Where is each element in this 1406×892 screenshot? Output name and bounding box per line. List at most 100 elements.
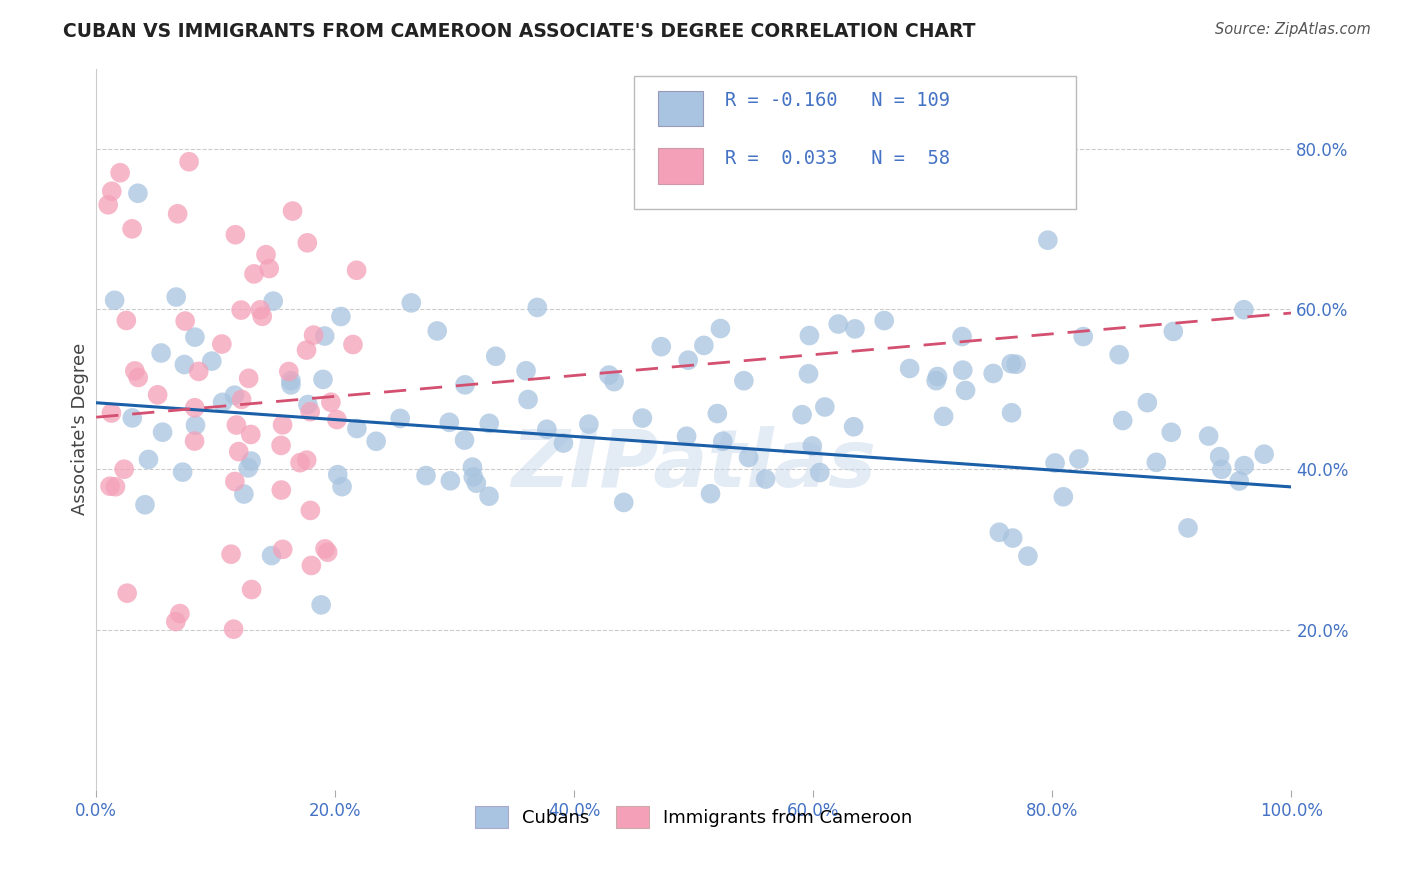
Point [121,222,143,236]
Point [150,346,173,360]
Point [1036,233,1059,247]
Point [1177,521,1199,535]
Point [650,340,672,354]
Point [453,433,475,447]
Point [844,322,866,336]
Point [613,495,636,509]
Point [755,472,778,486]
Point [426,324,449,338]
Point [281,204,304,219]
Point [224,388,246,402]
Point [187,364,209,378]
Point [454,377,477,392]
Point [1198,429,1220,443]
Point [166,207,188,221]
Point [173,358,195,372]
Point [243,267,266,281]
Point [239,427,262,442]
Point [121,410,143,425]
Point [1211,462,1233,476]
Point [280,374,302,388]
Point [1001,531,1024,545]
Point [1208,450,1230,464]
Point [201,354,224,368]
Point [280,378,302,392]
Point [177,154,200,169]
Point [165,615,187,629]
Point [401,296,423,310]
Point [238,371,260,385]
Point [465,476,488,491]
Point [225,417,247,432]
Point [183,434,205,448]
Point [463,470,485,484]
Point [228,444,250,458]
Point [927,369,949,384]
Point [329,310,352,324]
Point [1161,325,1184,339]
Point [675,429,697,443]
Point [127,186,149,201]
Point [299,503,322,517]
Point [302,328,325,343]
Point [222,622,245,636]
Point [733,374,755,388]
Point [254,248,277,262]
Point [631,411,654,425]
Point [231,392,253,407]
Point [827,317,849,331]
Point [224,475,246,489]
Point [814,400,837,414]
Point [389,411,412,425]
Point [842,419,865,434]
Point [1144,455,1167,469]
Point [898,361,921,376]
Point [124,364,146,378]
Point [1067,452,1090,467]
Point [240,582,263,597]
Point [115,313,138,327]
Point [104,293,127,308]
Point [257,261,280,276]
Point [950,329,973,343]
Point [536,422,558,436]
Point [709,321,731,335]
Point [988,525,1011,540]
Point [100,406,122,420]
FancyBboxPatch shape [634,76,1077,210]
Point [112,462,135,476]
Text: Source: ZipAtlas.com: Source: ZipAtlas.com [1215,22,1371,37]
Point [439,474,461,488]
Point [172,465,194,479]
Point [1017,549,1039,563]
Point [108,166,131,180]
Point [790,408,813,422]
Point [699,486,721,500]
Point [346,263,368,277]
Point [309,598,332,612]
Point [461,460,484,475]
Point [184,330,207,344]
Point [319,395,342,409]
Point [224,227,246,242]
Point [711,434,734,449]
Point [219,547,242,561]
Point [1005,357,1028,371]
Point [314,541,336,556]
Point [184,418,207,433]
Point [146,388,169,402]
Point [706,407,728,421]
Point [676,353,699,368]
Point [314,329,336,343]
Point [578,417,600,431]
Point [127,370,149,384]
Point [1052,490,1074,504]
Point [238,461,260,475]
Point [1112,413,1135,427]
Point [1160,425,1182,440]
Text: CUBAN VS IMMIGRANTS FROM CAMEROON ASSOCIATE'S DEGREE CORRELATION CHART: CUBAN VS IMMIGRANTS FROM CAMEROON ASSOCI… [63,22,976,41]
Point [925,374,948,388]
Point [165,290,187,304]
Legend: Cubans, Immigrants from Cameroon: Cubans, Immigrants from Cameroon [468,798,920,835]
Point [240,454,263,468]
